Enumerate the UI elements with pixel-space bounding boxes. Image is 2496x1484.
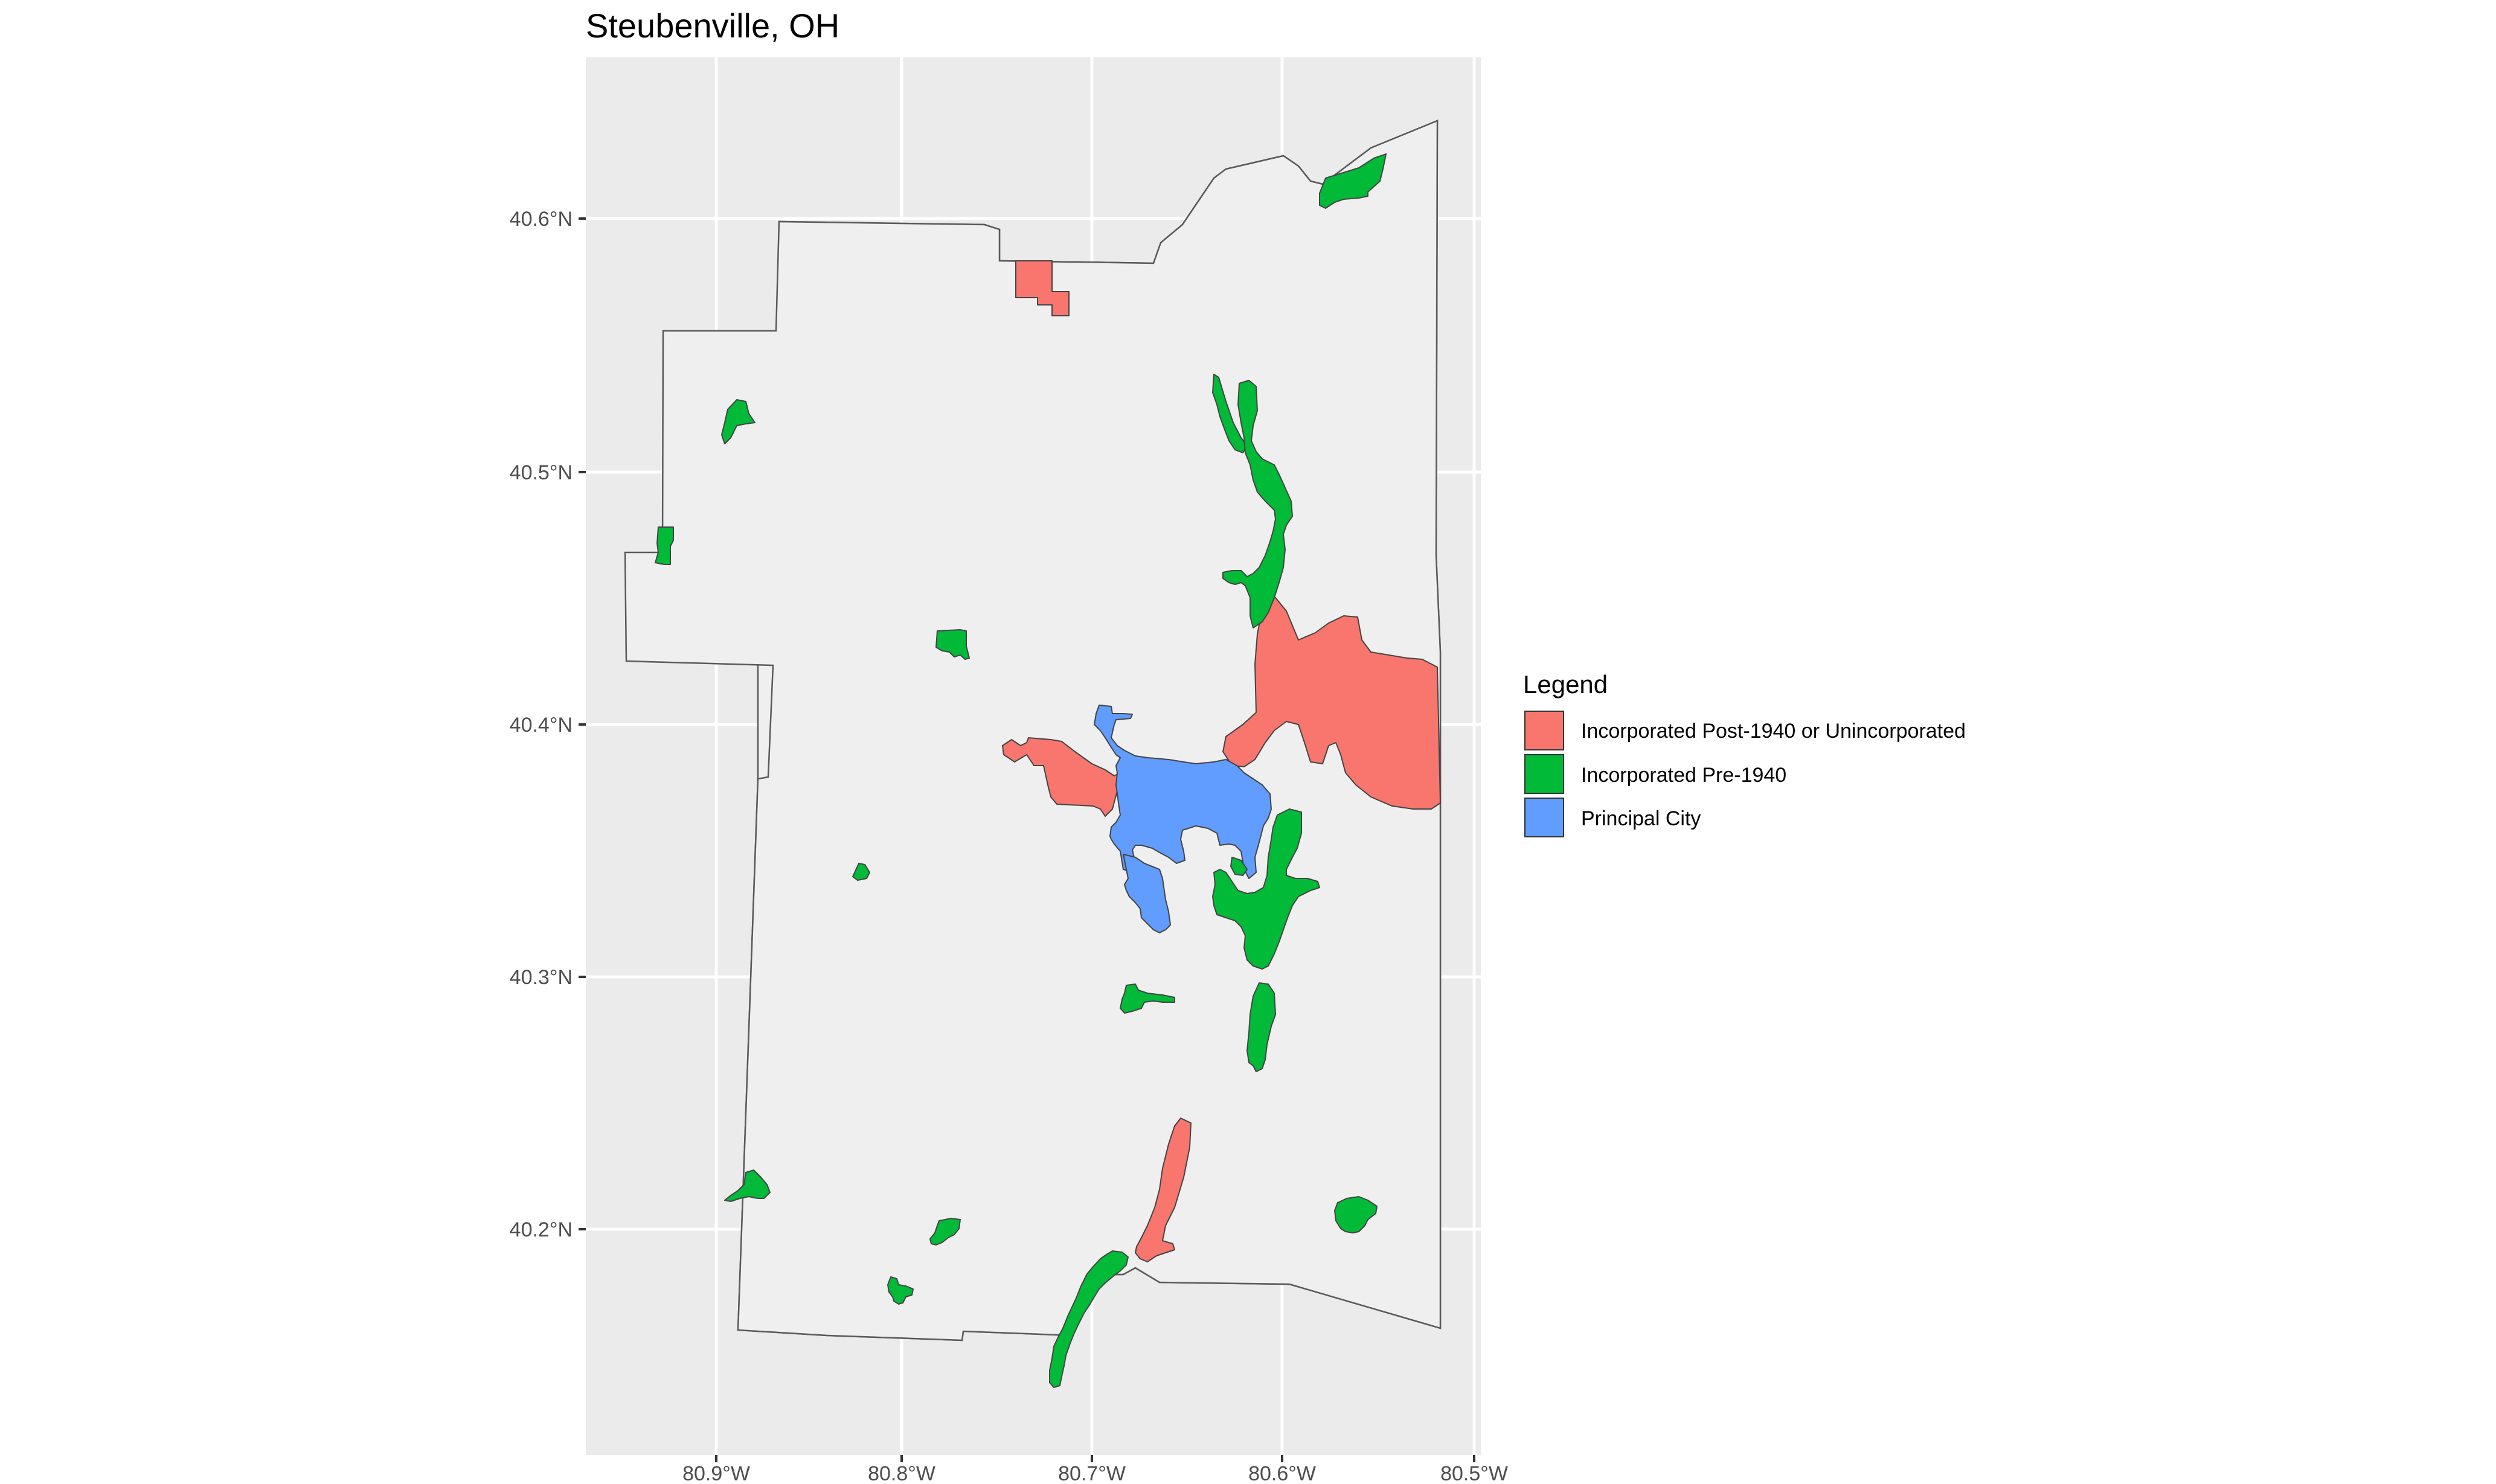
place-green-se [1334,1196,1378,1233]
x-tick-label-1: 80.9°W [682,1462,750,1484]
x-tick-label-5: 80.5°W [1440,1462,1508,1484]
y-tick-label-4: 40.3°N [510,966,573,989]
place-steubenville-south [1123,854,1171,933]
places-principal [1094,705,1272,933]
place-green-sw [724,1169,771,1202]
y-tick-label-5: 40.2°N [510,1218,573,1241]
x-tick-label-3: 80.7°W [1058,1462,1126,1484]
place-red-south-strip [1135,1118,1192,1262]
legend-label-post1940: Incorporated Post-1940 or Unincorporated [1581,720,1966,743]
place-green-w [655,526,674,565]
place-green-river-north2 [1222,380,1293,628]
legend-label-principal: Principal City [1581,807,1701,830]
place-green-south-mid [1120,983,1175,1014]
axis-ticks [579,217,1475,1462]
map-title: Steubenville, OH [586,7,839,45]
legend: Legend Incorporated Post-1940 or Unincor… [1523,670,1966,837]
legend-swatch-principal [1524,798,1564,837]
place-green-east-mid [1212,808,1320,970]
x-tick-label-4: 80.6°W [1248,1462,1316,1484]
place-green-east-south [1246,982,1276,1072]
place-green-ne [1319,153,1387,209]
place-green-river-north [1212,374,1248,453]
legend-title: Legend [1523,670,1608,699]
x-axis-labels: 80.9°W 80.8°W 80.7°W 80.6°W 80.5°W [682,1462,1508,1484]
place-green-nw [721,399,756,444]
places-post1940 [1002,260,1441,1262]
place-red-west [1002,737,1121,817]
legend-swatch-pre1940 [1524,754,1564,794]
legend-swatch-post1940 [1524,711,1564,750]
place-green-east-small [1230,857,1248,876]
place-red-north [1015,260,1070,316]
place-green-mid-w [935,629,970,660]
places-pre1940 [655,153,1387,1388]
legend-label-pre1940: Incorporated Pre-1940 [1581,764,1786,787]
place-red-east-large [1222,594,1441,810]
place-green-s1 [929,1218,961,1246]
place-green-south-long [1049,1250,1129,1388]
x-tick-label-2: 80.8°W [868,1462,935,1484]
place-steubenville [1094,705,1272,879]
place-green-s2 [887,1276,914,1305]
place-green-small-w [852,863,870,881]
y-axis-labels: 40.6°N 40.5°N 40.4°N 40.3°N 40.2°N [510,208,573,1241]
y-tick-label-1: 40.6°N [510,208,573,231]
y-tick-label-2: 40.5°N [510,461,573,484]
county-boundary-west [624,120,1442,1342]
y-tick-label-3: 40.4°N [510,714,573,737]
